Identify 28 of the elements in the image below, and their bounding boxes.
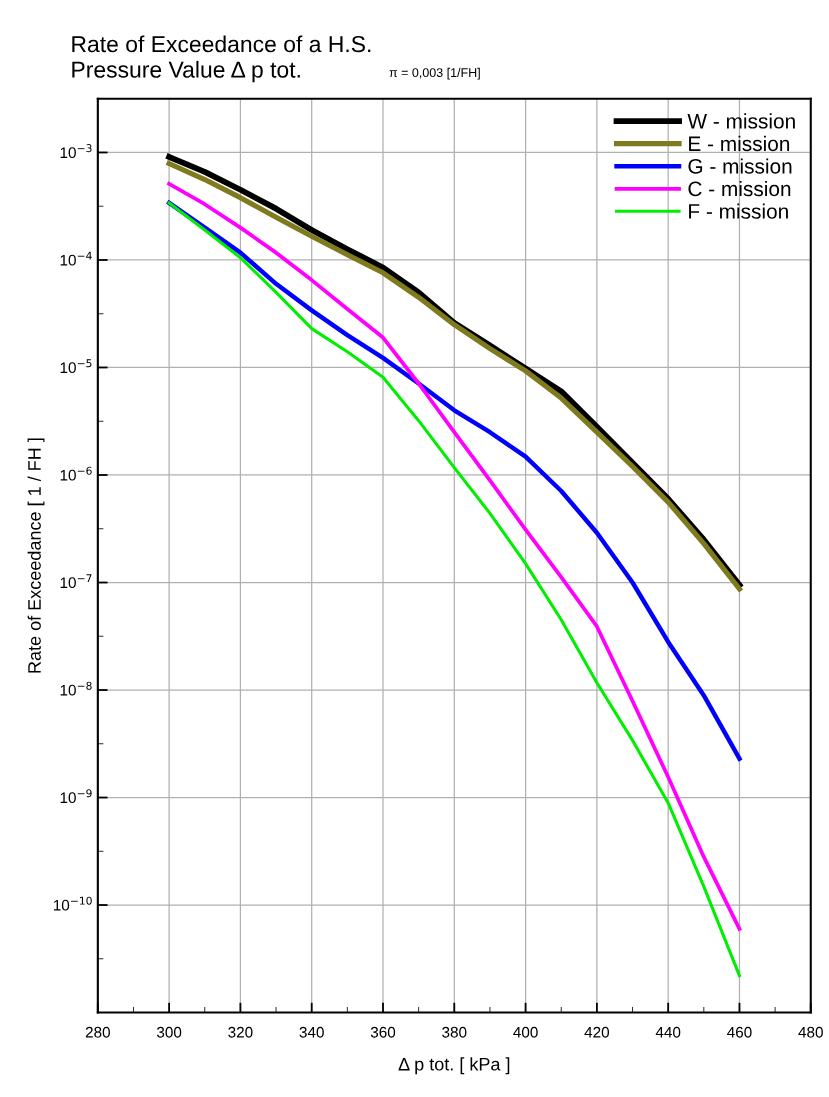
x-tick-label: 300	[156, 1026, 182, 1038]
chart-subtitle: π = 0,003 [1/FH]	[389, 67, 480, 80]
y-tick-label: 10$^{−5}$	[60, 359, 92, 374]
x-tick-label: 320	[228, 1026, 253, 1038]
x-tick-label: 400	[513, 1026, 538, 1038]
x-tick-label: 380	[442, 1026, 467, 1038]
legend-label: E - mission	[689, 135, 790, 152]
x-tick-label: 460	[727, 1026, 752, 1038]
y-tick-label: 10$^{−10}$	[53, 896, 92, 911]
legend-label: W - mission	[687, 113, 795, 129]
x-tick-label: 360	[370, 1026, 396, 1038]
y-tick-label: 10$^{−3}$	[60, 144, 92, 159]
y-tick-label: 10$^{−9}$	[60, 789, 92, 804]
x-tick-label: 280	[85, 1026, 110, 1038]
y-tick-label: 10$^{−8}$	[60, 681, 92, 696]
x-tick-label: 340	[299, 1026, 324, 1038]
legend-label: C - mission	[688, 180, 791, 197]
legend-label: F - mission	[689, 203, 788, 219]
x-axis-title: Δ p tot. [ kPa ]	[398, 1057, 510, 1075]
x-tick-label: 420	[584, 1026, 610, 1038]
y-axis-title: Rate of Exceedance [ 1 / FH ]	[27, 438, 45, 673]
y-tick-label: 10$^{−7}$	[60, 574, 92, 589]
y-tick-label: 10$^{−4}$	[60, 251, 92, 266]
y-tick-label: 10$^{−6}$	[60, 466, 92, 481]
x-tick-label: 440	[655, 1026, 681, 1038]
chart-title: Rate of Exceedance of a H.S. Pressure Value Δ p tot.	[72, 35, 371, 83]
x-tick-label: 480	[798, 1026, 823, 1038]
legend-label: G - mission	[688, 158, 792, 174]
